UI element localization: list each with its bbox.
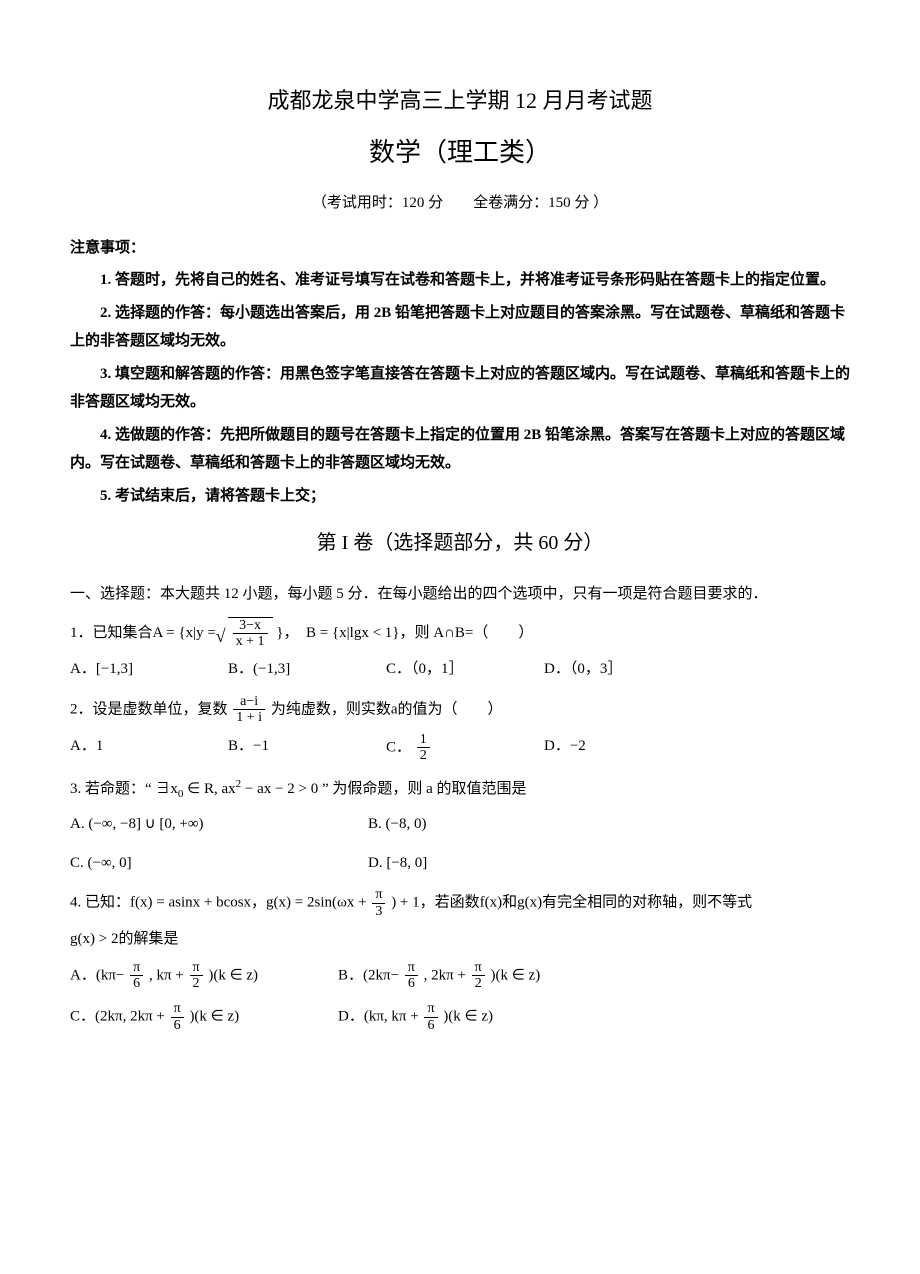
q3-text: − ax − 2 > 0 ” 为假命题，则 a 的取值范围是 [241, 781, 526, 797]
fraction-num: 3−x [233, 618, 268, 634]
q2-text: 2．设是虚数单位，复数 [70, 701, 228, 717]
fraction-num: π [171, 1001, 184, 1017]
fraction: π2 [190, 960, 203, 992]
q2-choices: A．1 B．−1 C． 1 2 D．−2 [70, 732, 850, 764]
q4-choices-row1: A．(kπ− π6 , kπ + π2 )(k ∈ z) B．(2kπ− π6 … [70, 960, 850, 992]
fraction-num: π [405, 960, 418, 976]
choice-text: )(k ∈ z) [491, 967, 541, 983]
choice-c-prefix: C． [386, 739, 411, 755]
fraction-num: π [130, 960, 143, 976]
notice-item: 3. 填空题和解答题的作答：用黑色签字笔直接答在答题卡上对应的答题区域内。写在试… [70, 360, 850, 417]
title-line-2: 数学（理工类） [70, 128, 850, 177]
sqrt-icon: 3−x x + 1 [220, 617, 273, 650]
q1-choices: A．[−1,3] B．(−1,3] C．（0，1］ D．（0，3］ [70, 655, 850, 684]
choice-b: B．(−1,3] [228, 655, 368, 684]
fraction: π6 [130, 960, 143, 992]
question-4-line2: g(x) > 2的解集是 [70, 925, 850, 954]
choice-text: )(k ∈ z) [443, 1009, 493, 1025]
fraction: π6 [424, 1001, 437, 1033]
choice-d: D．(kπ, kπ + π6 )(k ∈ z) [338, 1001, 588, 1033]
fraction-den: 2 [417, 748, 430, 763]
choice-c: C． 1 2 [386, 732, 526, 764]
fraction-den: 6 [130, 976, 143, 991]
choice-text: D．(kπ, kπ + [338, 1009, 422, 1025]
fraction-num: π [190, 960, 203, 976]
choice-a: A．(kπ− π6 , kπ + π2 )(k ∈ z) [70, 960, 320, 992]
choice-c: C. (−∞, 0] [70, 849, 350, 878]
mc-instruction: 一、选择题：本大题共 12 小题，每小题 5 分．在每小题给出的四个选项中，只有… [70, 580, 850, 609]
fraction: a−i 1 + i [233, 694, 265, 726]
fraction: π6 [405, 960, 418, 992]
section-1-title: 第 I 卷（选择题部分，共 60 分） [70, 524, 850, 562]
fraction-num: π [372, 887, 385, 903]
fraction: 1 2 [417, 732, 430, 764]
q4-text: 4. 已知：f(x) = asinx + bcosx，g(x) = 2sin(ω… [70, 895, 370, 911]
notice-item: 5. 考试结束后，请将答题卡上交； [70, 482, 850, 511]
q3-choices: A. (−∞, −8] ∪ [0, +∞) B. (−8, 0) [70, 810, 850, 839]
q2-text-tail: 为纯虚数，则实数a的值为（ ） [271, 701, 503, 717]
q3-choices-row2: C. (−∞, 0] D. [−8, 0] [70, 849, 850, 878]
q1-text-tail: }， B = {x|lgx < 1}，则 A∩B=（ ） [276, 625, 533, 641]
choice-b: B．(2kπ− π6 , 2kπ + π2 )(k ∈ z) [338, 960, 588, 992]
notice-item: 1. 答题时，先将自己的姓名、准考证号填写在试卷和答题卡上，并将准考证号条形码贴… [70, 266, 850, 295]
fraction-den: 2 [190, 976, 203, 991]
q4-choices-row2: C．(2kπ, 2kπ + π6 )(k ∈ z) D．(kπ, kπ + π6… [70, 1001, 850, 1033]
title-line-1: 成都龙泉中学高三上学期 12 月月考试题 [70, 80, 850, 122]
fraction: π6 [171, 1001, 184, 1033]
fraction-den: 6 [405, 976, 418, 991]
fraction: π2 [472, 960, 485, 992]
choice-b: B. (−8, 0) [368, 810, 648, 839]
question-4: 4. 已知：f(x) = asinx + bcosx，g(x) = 2sin(ω… [70, 887, 850, 919]
fraction-num: 1 [417, 732, 430, 748]
fraction-den: 3 [372, 904, 385, 919]
q3-text: 3. 若命题：“ ∃x [70, 781, 178, 797]
notice-item: 2. 选择题的作答：每小题选出答案后，用 2B 铅笔把答题卡上对应题目的答案涂黑… [70, 299, 850, 356]
fraction: 3−x x + 1 [233, 618, 268, 650]
choice-text: C．(2kπ, 2kπ + [70, 1009, 169, 1025]
fraction-num: π [472, 960, 485, 976]
fraction: π 3 [372, 887, 385, 919]
choice-text: , kπ + [149, 967, 188, 983]
fraction-num: a−i [233, 694, 265, 710]
q4-text: ) + 1，若函数f(x)和g(x)有完全相同的对称轴，则不等式 [391, 895, 752, 911]
fraction-num: π [424, 1001, 437, 1017]
choice-a: A．1 [70, 732, 210, 764]
fraction-den: 6 [424, 1018, 437, 1033]
q3-text: ∈ R, ax [183, 781, 235, 797]
choice-d: D. [−8, 0] [368, 849, 648, 878]
exam-info: （考试用时：120 分 全卷满分：150 分 ） [70, 189, 850, 218]
fraction-den: 6 [171, 1018, 184, 1033]
choice-d: D．−2 [544, 732, 684, 764]
choice-a: A. (−∞, −8] ∪ [0, +∞) [70, 810, 350, 839]
choice-c: C．(2kπ, 2kπ + π6 )(k ∈ z) [70, 1001, 320, 1033]
choice-b: B．−1 [228, 732, 368, 764]
question-2: 2．设是虚数单位，复数 a−i 1 + i 为纯虚数，则实数a的值为（ ） [70, 694, 850, 726]
choice-text: )(k ∈ z) [208, 967, 258, 983]
fraction-den: x + 1 [233, 634, 268, 649]
choice-c: C．（0，1］ [386, 655, 526, 684]
notice-item: 4. 选做题的作答：先把所做题目的题号在答题卡上指定的位置用 2B 铅笔涂黑。答… [70, 421, 850, 478]
choice-d: D．（0，3］ [544, 655, 684, 684]
q1-text: 1．已知集合A = {x|y = [70, 625, 220, 641]
notice-heading: 注意事项： [70, 234, 850, 263]
fraction-den: 2 [472, 976, 485, 991]
choice-text: )(k ∈ z) [189, 1009, 239, 1025]
fraction-den: 1 + i [233, 710, 265, 725]
choice-text: , 2kπ + [424, 967, 470, 983]
choice-text: A．(kπ− [70, 967, 124, 983]
choice-a: A．[−1,3] [70, 655, 210, 684]
choice-text: B．(2kπ− [338, 967, 399, 983]
question-3: 3. 若命题：“ ∃x0 ∈ R, ax2 − ax − 2 > 0 ” 为假命… [70, 774, 850, 805]
question-1: 1．已知集合A = {x|y = 3−x x + 1 }， B = {x|lgx… [70, 617, 850, 650]
